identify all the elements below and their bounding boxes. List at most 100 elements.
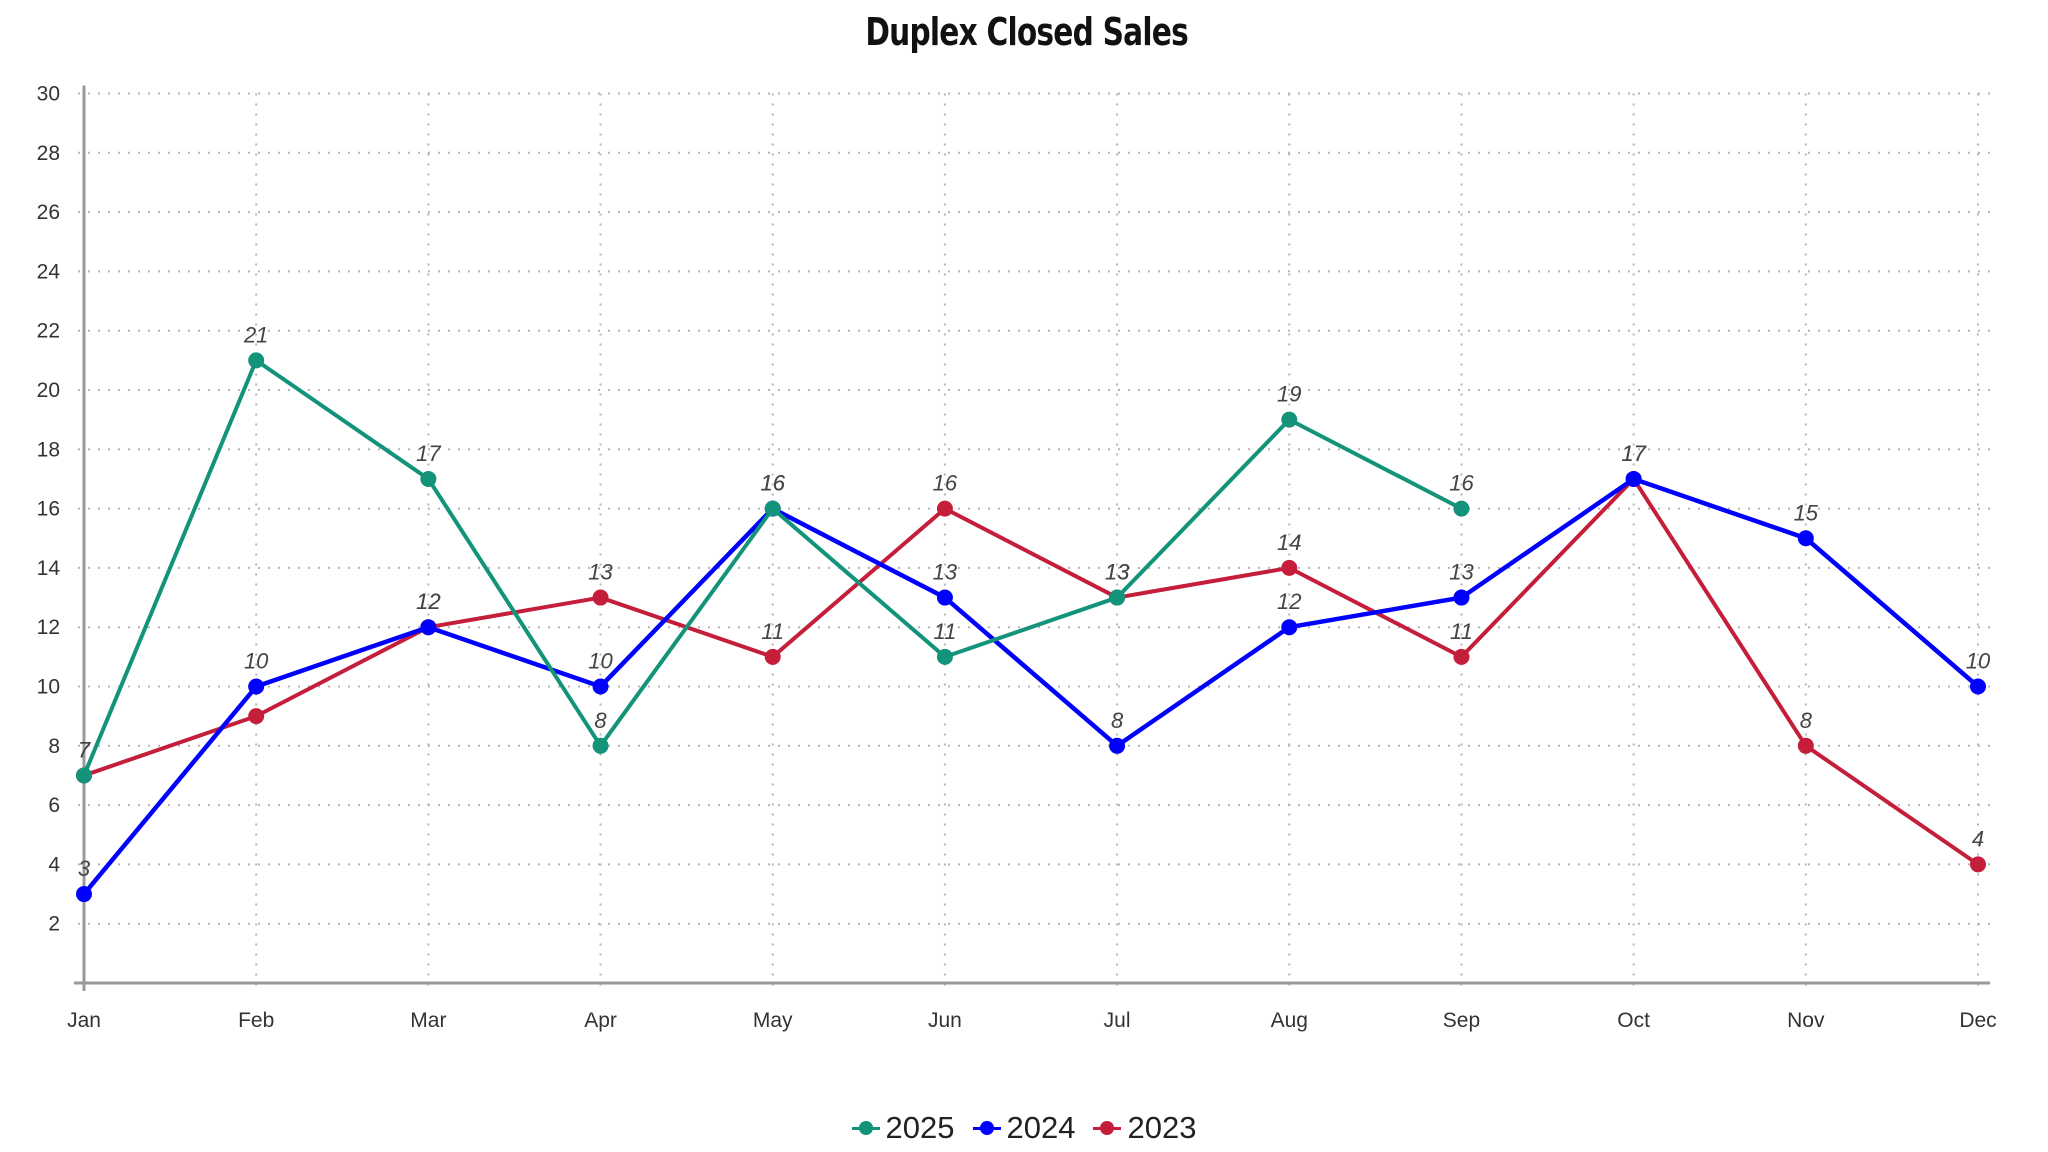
chart-title: Duplex Closed Sales	[865, 10, 1188, 54]
data-point-2024[interactable]	[248, 678, 265, 695]
y-tick-label: 24	[37, 260, 61, 283]
data-point-2024[interactable]	[1281, 619, 1298, 636]
y-tick-label: 4	[48, 853, 60, 876]
data-label-2024: 15	[1794, 500, 1819, 525]
y-tick-label: 10	[37, 676, 60, 699]
data-label-2023: 17	[1621, 441, 1646, 466]
data-label-2025: 16	[1449, 471, 1474, 496]
x-tick-label: Jul	[1104, 1009, 1131, 1032]
data-label-2023: 7	[78, 737, 91, 762]
data-label-2025: 17	[416, 441, 441, 466]
data-label-2025: 8	[594, 708, 607, 733]
data-point-2025[interactable]	[764, 500, 781, 517]
y-tick-label: 18	[37, 438, 60, 461]
legend-marker-icon	[1093, 1121, 1122, 1135]
data-label-2024: 10	[244, 649, 269, 674]
data-label-2025: 21	[243, 322, 268, 347]
data-point-2023[interactable]	[248, 708, 265, 725]
data-label-2023: 11	[1450, 619, 1473, 644]
legend-item-2024[interactable]: 2024	[972, 1110, 1076, 1146]
data-label-2024: 13	[1449, 560, 1474, 585]
data-label-2023: 11	[761, 619, 784, 644]
y-tick-label: 14	[37, 557, 61, 580]
data-point-2023[interactable]	[1970, 856, 1986, 873]
data-label-2023: 12	[416, 589, 440, 614]
data-label-2024: 10	[1966, 649, 1991, 674]
data-point-2025[interactable]	[76, 767, 92, 784]
legend-marker-icon	[851, 1121, 880, 1135]
data-label-2024: 3	[78, 856, 91, 881]
data-label-2024: 12	[416, 589, 440, 614]
data-point-2024[interactable]	[1453, 589, 1470, 606]
data-labels: 7211781611131916310121016138121317151071…	[78, 322, 1991, 881]
data-label-2025: 16	[760, 471, 785, 496]
data-label-2024: 8	[1111, 708, 1124, 733]
data-point-2023[interactable]	[592, 589, 609, 606]
data-point-2024[interactable]	[420, 619, 437, 636]
data-point-2025[interactable]	[1453, 500, 1470, 517]
data-label-2023: 8	[1800, 708, 1813, 733]
x-tick-label: Jan	[67, 1009, 101, 1032]
x-tick-label: Apr	[584, 1009, 617, 1032]
data-point-2023[interactable]	[1281, 559, 1298, 576]
y-tick-label: 2	[48, 913, 60, 936]
data-label-2024: 17	[1621, 441, 1646, 466]
legend-label: 2023	[1127, 1110, 1197, 1145]
y-tick-label: 30	[37, 83, 60, 106]
y-tick-label: 16	[37, 498, 60, 521]
data-point-2025[interactable]	[248, 352, 265, 369]
x-tick-label: Oct	[1617, 1009, 1650, 1032]
data-point-2024[interactable]	[1970, 678, 1986, 695]
y-tick-label: 6	[48, 794, 60, 817]
legend-label: 2025	[885, 1110, 955, 1145]
legend-item-2023[interactable]: 2023	[1093, 1110, 1196, 1146]
data-label-2023: 4	[1972, 826, 1984, 851]
gridlines	[78, 92, 1990, 993]
data-label-2024: 10	[588, 649, 613, 674]
data-label-2024: 16	[760, 471, 785, 496]
data-label-2024: 12	[1277, 589, 1301, 614]
data-point-2024[interactable]	[1797, 530, 1814, 547]
data-label-2024: 13	[933, 560, 958, 585]
data-point-2024[interactable]	[1109, 737, 1126, 754]
data-point-2025[interactable]	[936, 648, 953, 665]
data-point-2025[interactable]	[1281, 411, 1298, 428]
y-tick-label: 28	[37, 142, 60, 165]
legend-label: 2024	[1006, 1110, 1076, 1145]
y-tick-label: 12	[37, 616, 60, 639]
data-point-2025[interactable]	[420, 470, 437, 487]
x-tick-label: May	[753, 1009, 793, 1032]
data-label-2025: 11	[933, 619, 956, 644]
legend-item-2025[interactable]: 2025	[851, 1110, 955, 1146]
x-tick-label: Nov	[1787, 1009, 1825, 1032]
x-tick-label: Sep	[1443, 1009, 1480, 1032]
series-line-2023	[83, 476, 1980, 867]
data-point-2025[interactable]	[592, 737, 609, 754]
y-tick-label: 20	[37, 379, 60, 402]
y-tick-label: 8	[48, 735, 60, 758]
data-point-2023[interactable]	[1453, 648, 1470, 665]
y-tick-label: 22	[37, 320, 60, 343]
series-line-2024	[82, 476, 1980, 896]
x-tick-label: Dec	[1959, 1009, 1996, 1032]
data-point-2023[interactable]	[1797, 737, 1814, 754]
data-label-2023: 16	[933, 471, 958, 496]
data-point-2024[interactable]	[1625, 470, 1642, 487]
data-label-2023: 14	[1277, 530, 1301, 555]
data-point-2025[interactable]	[1109, 589, 1126, 606]
legend: 2025 2024 2023	[0, 1110, 2048, 1146]
data-label-2023: 13	[588, 560, 613, 585]
data-point-2024[interactable]	[76, 886, 92, 903]
x-tick-label: Feb	[238, 1009, 274, 1032]
data-point-2023[interactable]	[936, 500, 953, 517]
data-point-2024[interactable]	[936, 589, 953, 606]
x-tick-label: Aug	[1271, 1009, 1308, 1032]
data-label-2025: 13	[1105, 560, 1130, 585]
data-point-2024[interactable]	[592, 678, 609, 695]
data-point-2023[interactable]	[764, 648, 781, 665]
series-line-2025	[82, 358, 1463, 777]
data-label-2025: 19	[1277, 382, 1301, 407]
series-lines	[76, 352, 1986, 903]
